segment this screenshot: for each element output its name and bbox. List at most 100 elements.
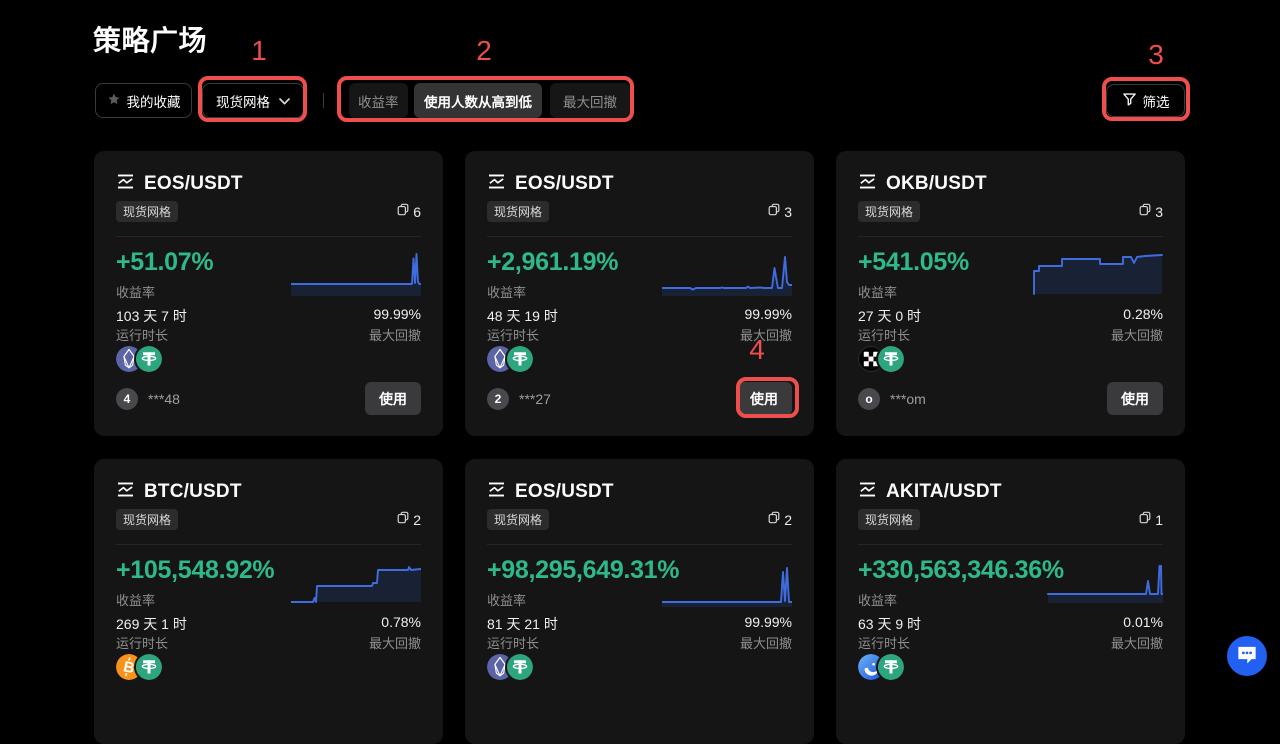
- duration-label: 运行时长: [487, 328, 540, 343]
- coin-usdt-icon: [878, 346, 904, 372]
- duration-label: 运行时长: [858, 328, 911, 343]
- strategy-card: EOS/USDT 现货网格 3 +2,961.19% 收益率 48 天 19 时运行时长 9…: [465, 151, 814, 436]
- strategy-owner: o ***om: [858, 388, 926, 410]
- duration-label: 运行时长: [858, 636, 911, 651]
- duration-label: 运行时长: [116, 328, 169, 343]
- strategy-card: EOS/USDT 现货网格 6 +51.07% 收益率 103 天 7 时运行时长 99.9…: [94, 151, 443, 436]
- copies-indicator: 2: [768, 511, 792, 529]
- annotation-number-1: 1: [251, 35, 267, 66]
- drawdown-label: 最大回撤: [1110, 636, 1163, 651]
- strategy-type-select[interactable]: 现货网格: [202, 83, 304, 118]
- roi-sparkline: [662, 256, 792, 296]
- drawdown-label: 最大回撤: [368, 328, 421, 343]
- pair-name: EOS/USDT: [515, 173, 614, 194]
- copies-indicator: 2: [397, 511, 421, 529]
- sort-button-users-desc[interactable]: 使用人数从高到低: [414, 83, 542, 118]
- coin-pair-icons: B: [116, 654, 162, 680]
- copies-count: 3: [784, 204, 792, 220]
- copy-icon: [397, 511, 409, 529]
- owner-avatar: o: [858, 388, 880, 410]
- grid-strategy-icon: [487, 172, 506, 196]
- sort-button-roi[interactable]: 收益率: [349, 83, 408, 118]
- card-header: BTC/USDT: [116, 480, 242, 504]
- annotation-number-3: 3: [1148, 39, 1164, 70]
- drawdown-value: 0.78%: [381, 614, 421, 630]
- copies-indicator: 6: [397, 203, 421, 221]
- roi-value: +51.07%: [116, 248, 214, 276]
- use-strategy-button[interactable]: 使用: [1107, 382, 1163, 415]
- grid-strategy-icon: [116, 480, 135, 504]
- pair-name: EOS/USDT: [515, 481, 614, 502]
- copies-count: 1: [1155, 512, 1163, 528]
- copies-count: 6: [413, 204, 421, 220]
- coin-okb-icon: [858, 346, 884, 372]
- duration-value: 269 天 1 时: [116, 616, 187, 632]
- drawdown-value: 0.01%: [1123, 614, 1163, 630]
- coin-usdt-icon: [136, 654, 162, 680]
- copies-count: 2: [784, 512, 792, 528]
- coin-pair-icons: [487, 346, 533, 372]
- use-strategy-button[interactable]: 使用: [736, 382, 792, 415]
- card-header: EOS/USDT: [487, 480, 614, 504]
- chevron-down-icon: [279, 93, 290, 108]
- coin-usdt-icon: [136, 346, 162, 372]
- funnel-icon: [1122, 92, 1137, 110]
- strategy-card: EOS/USDT 现货网格 2 +98,295,649.31% 收益率 81 天 21 时…: [465, 459, 814, 744]
- copy-icon: [768, 511, 780, 529]
- duration-value: 103 天 7 时: [116, 308, 187, 324]
- duration-label: 运行时长: [116, 636, 169, 651]
- drawdown-label: 最大回撤: [739, 636, 792, 651]
- coin-akita-icon: [858, 654, 884, 680]
- duration-value: 48 天 19 时: [487, 308, 558, 324]
- card-header: AKITA/USDT: [858, 480, 1002, 504]
- owner-avatar: 2: [487, 388, 509, 410]
- use-strategy-button[interactable]: 使用: [365, 382, 421, 415]
- card-header: EOS/USDT: [116, 172, 243, 196]
- copies-count: 2: [413, 512, 421, 528]
- coin-usdt-icon: [507, 346, 533, 372]
- duration-value: 81 天 21 时: [487, 616, 558, 632]
- card-divider: [487, 544, 792, 545]
- card-divider: [858, 236, 1163, 237]
- pair-name: AKITA/USDT: [886, 481, 1002, 502]
- roi-value: +98,295,649.31%: [487, 556, 680, 584]
- drawdown-value: 99.99%: [373, 306, 421, 322]
- duration-value: 27 天 0 时: [858, 308, 922, 324]
- owner-name: ***48: [148, 391, 180, 407]
- grid-strategy-icon: [858, 480, 877, 504]
- favorites-button[interactable]: 我的收藏: [95, 83, 192, 118]
- roi-label: 收益率: [487, 593, 527, 608]
- coin-pair-icons: [858, 346, 904, 372]
- filter-button[interactable]: 筛选: [1106, 84, 1185, 117]
- strategy-card: OKB/USDT 现货网格 3 +541.05% 收益率 27 天 0 时运行时长 0.28…: [836, 151, 1185, 436]
- strategy-type-tag: 现货网格: [858, 201, 921, 222]
- card-header: EOS/USDT: [487, 172, 614, 196]
- coin-btc-icon: B: [116, 654, 142, 680]
- drawdown-value: 99.99%: [744, 614, 792, 630]
- filter-label: 筛选: [1142, 94, 1170, 110]
- card-divider: [858, 544, 1163, 545]
- roi-label: 收益率: [487, 285, 527, 300]
- card-divider: [487, 236, 792, 237]
- card-divider: [116, 544, 421, 545]
- duration-label: 运行时长: [487, 636, 540, 651]
- copy-icon: [768, 203, 780, 221]
- roi-label: 收益率: [116, 285, 156, 300]
- coin-eos-icon: [116, 346, 142, 372]
- svg-text:B: B: [122, 658, 136, 677]
- owner-name: ***27: [519, 391, 551, 407]
- copies-indicator: 3: [1139, 203, 1163, 221]
- pair-name: OKB/USDT: [886, 173, 987, 194]
- strategy-card: BTC/USDT 现货网格 2 +105,548.92% 收益率 269 天 1 时运行时…: [94, 459, 443, 744]
- copy-icon: [1139, 511, 1151, 529]
- star-icon: [107, 92, 121, 109]
- strategy-card-grid: EOS/USDT 现货网格 6 +51.07% 收益率 103 天 7 时运行时长 99.9…: [94, 151, 1185, 744]
- roi-sparkline: [1047, 565, 1163, 603]
- roi-label: 收益率: [116, 593, 156, 608]
- sort-button-drawdown[interactable]: 最大回撤: [550, 83, 630, 118]
- strategy-owner: 2 ***27: [487, 388, 551, 410]
- grid-strategy-icon: [487, 480, 506, 504]
- chat-support-button[interactable]: [1227, 636, 1267, 676]
- strategy-type-tag: 现货网格: [487, 201, 550, 222]
- roi-value: +541.05%: [858, 248, 969, 276]
